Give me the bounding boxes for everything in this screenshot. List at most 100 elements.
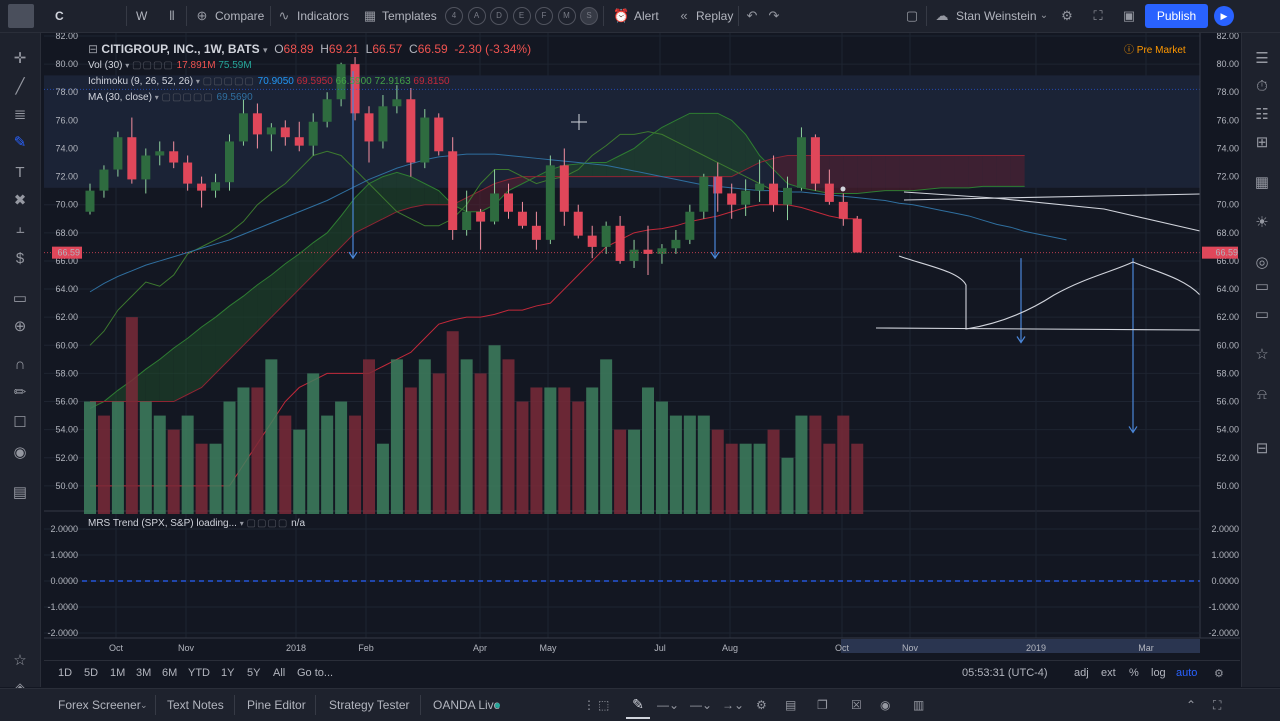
help-icon[interactable]: ⊟ [1255, 440, 1269, 457]
range-1y[interactable]: 1Y [221, 667, 235, 679]
tab-pine-editor[interactable]: Pine Editor [247, 698, 306, 712]
play-icon[interactable]: ▶ [1214, 6, 1234, 26]
ma-label[interactable]: MA (30, close) [88, 92, 152, 103]
watchlist-icon[interactable]: ☰ [1255, 50, 1269, 67]
template-quick-e[interactable]: E [512, 7, 531, 25]
maximize-icon[interactable]: ⛶ [1213, 698, 1222, 712]
tab-text-notes[interactable]: Text Notes [167, 698, 224, 712]
pattern-icon[interactable]: ✖ [13, 192, 27, 209]
streams-icon[interactable]: ◎ [1255, 254, 1269, 271]
eye-icon[interactable]: ◉ [13, 444, 27, 461]
template-quick-4[interactable]: 4 [445, 7, 463, 25]
collapse-icon[interactable]: ⊟ [88, 42, 99, 56]
lock-drawing-icon[interactable]: ✏ [13, 384, 27, 401]
layout-name[interactable]: Stan Weinstein [956, 9, 1037, 23]
chart-area[interactable]: 82.00 80.00 78.00 76.00 74.00 72.00 70.00 68.00… [44, 33, 1240, 687]
compare-icon[interactable]: ⊕ [196, 8, 208, 23]
range-5y[interactable]: 5Y [247, 667, 261, 679]
candles-icon[interactable]: Ⅱ [168, 8, 176, 23]
mrs-label[interactable]: MRS Trend (SPX, S&P) loading... [88, 518, 237, 529]
tab-strategy-tester[interactable]: Strategy Tester [329, 698, 410, 712]
drag-handle-icon[interactable]: ⋮ [583, 698, 595, 712]
trash-icon[interactable]: ▥ [913, 698, 925, 712]
auto-toggle[interactable]: auto [1176, 667, 1198, 679]
range-ytd[interactable]: YTD [188, 667, 210, 679]
log-toggle[interactable]: log [1151, 667, 1166, 679]
text-icon[interactable]: T [15, 164, 25, 181]
template-quick-f[interactable]: F [535, 7, 553, 25]
tab-oanda-live[interactable]: OANDA Live [433, 698, 501, 712]
bulb-icon[interactable]: ☆ [1255, 346, 1269, 363]
clock-time[interactable]: 05:53:31 (UTC-4) [962, 667, 1048, 679]
indicator-buttons[interactable]: ▢▢▢▢▢ [161, 92, 214, 103]
indicator-buttons[interactable]: ▢▢▢▢▢ [202, 76, 255, 87]
indicators-button[interactable]: Indicators [297, 9, 350, 23]
ichimoku-label[interactable]: Ichimoku (9, 26, 52, 26) [88, 76, 194, 87]
line-width-icon[interactable]: ―⌄ [690, 698, 713, 712]
gear-icon[interactable]: ⚙ [756, 698, 767, 712]
trend-line-icon[interactable]: ╱ [15, 78, 25, 95]
layout-icon[interactable]: ▢ [905, 8, 919, 23]
template-quick-d[interactable]: D [490, 7, 508, 25]
ext-toggle[interactable]: ext [1101, 667, 1116, 679]
chevron-down-icon[interactable]: ▾ [239, 519, 244, 528]
alarm-icon[interactable]: ⏱ [1256, 78, 1268, 95]
camera-icon[interactable]: ▣ [1122, 8, 1136, 23]
gear-icon[interactable]: ⚙ [1214, 668, 1224, 680]
interval-selector[interactable]: W [136, 9, 148, 23]
chart-canvas[interactable]: 82.00 80.00 78.00 76.00 74.00 72.00 70.00 68.00… [44, 33, 1240, 660]
chevron-down-icon[interactable]: ⌄ [1039, 10, 1049, 21]
crosshair-icon[interactable]: ✛ [13, 50, 27, 67]
percent-toggle[interactable]: % [1129, 667, 1139, 679]
dollar-icon[interactable]: $ [15, 250, 25, 267]
template-icon[interactable]: ▤ [785, 698, 797, 712]
chevron-down-icon[interactable]: ▾ [125, 61, 130, 70]
lock-icon[interactable]: ☒ [851, 698, 862, 712]
clone-icon[interactable]: ❐ [817, 698, 828, 712]
ideas-icon[interactable]: ☀ [1255, 214, 1269, 231]
magnet-icon[interactable]: ∩ [14, 356, 26, 373]
goto-button[interactable]: Go to... [297, 667, 334, 679]
alert-icon[interactable]: ⏰ [613, 8, 630, 23]
chat-icon[interactable]: ▭ [1254, 278, 1270, 295]
arrow-style-icon[interactable]: →⌄ [722, 698, 745, 712]
chevron-down-icon[interactable]: ▾ [195, 77, 200, 86]
tab-forex-screener[interactable]: Forex Screener [58, 698, 141, 712]
symbol-search[interactable]: C [55, 9, 64, 23]
range-6m[interactable]: 6M [162, 667, 178, 679]
star-icon[interactable]: ☆ [13, 652, 27, 669]
avatar[interactable] [8, 4, 34, 28]
gear-icon[interactable]: ⚙ [1061, 8, 1073, 23]
eye-icon[interactable]: ◉ [880, 698, 891, 712]
templates-button[interactable]: Templates [382, 9, 437, 23]
symbol-title[interactable]: CITIGROUP, INC., 1W, BATS [101, 42, 260, 56]
data-window-icon[interactable]: ☷ [1255, 106, 1269, 123]
chevron-down-icon[interactable]: ▾ [263, 45, 268, 55]
brush-icon[interactable]: ✎ [13, 134, 27, 151]
range-all[interactable]: All [273, 667, 286, 679]
indicator-buttons[interactable]: ▢▢▢▢ [246, 518, 289, 529]
range-5d[interactable]: 5D [84, 667, 99, 679]
calendar-icon[interactable]: ▦ [1254, 174, 1270, 191]
hotlist-icon[interactable]: ⊞ [1255, 134, 1269, 151]
trash-icon[interactable]: ▤ [12, 484, 28, 501]
chevron-down-icon[interactable]: ▾ [154, 93, 159, 102]
indicator-buttons[interactable]: ▢▢▢▢ [132, 60, 174, 71]
line-style-icon[interactable]: ―⌄ [657, 698, 680, 712]
selection-icon[interactable]: ⬚ [598, 698, 610, 712]
range-3m[interactable]: 3M [136, 667, 152, 679]
chevron-up-icon[interactable]: ⌃ [1186, 698, 1197, 712]
fib-icon[interactable]: ≣ [13, 106, 27, 123]
alert-button[interactable]: Alert [634, 9, 659, 23]
template-quick-m[interactable]: M [557, 7, 576, 25]
ruler-icon[interactable]: ▭ [12, 290, 28, 307]
template-quick-a[interactable]: A [467, 7, 486, 25]
brush-icon[interactable]: ✎ [626, 693, 650, 719]
replay-button[interactable]: Replay [696, 9, 734, 23]
zoom-icon[interactable]: ⊕ [13, 318, 27, 335]
range-1m[interactable]: 1M [110, 667, 126, 679]
range-1d[interactable]: 1D [58, 667, 73, 679]
undo-icon[interactable]: ↶ [746, 8, 758, 23]
redo-icon[interactable]: ↷ [768, 8, 780, 23]
publish-button[interactable]: Publish [1145, 4, 1208, 28]
